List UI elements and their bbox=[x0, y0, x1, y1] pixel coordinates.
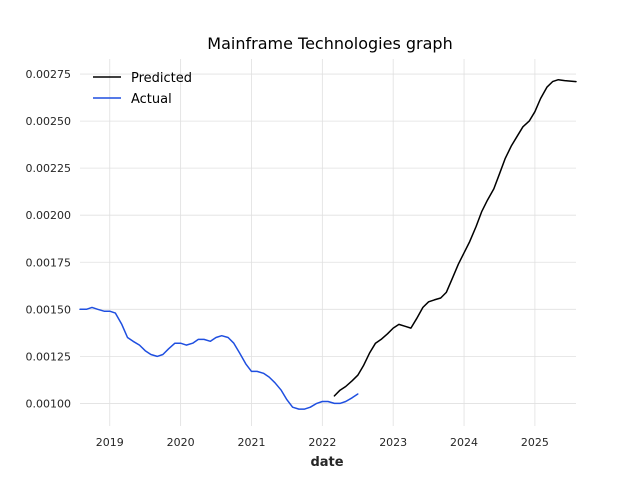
x-tick-label: 2025 bbox=[521, 436, 549, 449]
y-tick-label: 0.00125 bbox=[26, 350, 72, 363]
y-tick-label: 0.00175 bbox=[26, 256, 72, 269]
legend-label-actual: Actual bbox=[131, 92, 172, 107]
y-tick-label: 0.00150 bbox=[26, 303, 72, 316]
y-tick-label: 0.00275 bbox=[26, 68, 72, 81]
x-tick-label: 2022 bbox=[308, 436, 336, 449]
chart-title: Mainframe Technologies graph bbox=[207, 34, 452, 53]
series-line-predicted bbox=[333, 78, 577, 397]
y-axis-ticks: 0.00100 0.00125 0.00150 0.00175 0.00200 0.002… bbox=[26, 68, 72, 410]
y-tick-label: 0.00100 bbox=[26, 397, 72, 410]
grid-lines bbox=[80, 59, 576, 426]
x-tick-label: 2024 bbox=[450, 436, 478, 449]
y-tick-label: 0.00200 bbox=[26, 209, 72, 222]
x-tick-label: 2021 bbox=[237, 436, 265, 449]
x-tick-label: 2020 bbox=[167, 436, 195, 449]
x-tick-label: 2019 bbox=[96, 436, 124, 449]
series-line-actual bbox=[79, 306, 359, 410]
y-tick-label: 0.00250 bbox=[26, 115, 72, 128]
x-axis-ticks: 2019 2020 2021 2022 2023 2024 2025 bbox=[96, 436, 549, 449]
legend-label-predicted: Predicted bbox=[131, 71, 192, 86]
x-axis-label: date bbox=[310, 455, 343, 470]
series-group bbox=[79, 78, 577, 410]
legend: Predicted Actual bbox=[93, 71, 192, 107]
y-tick-label: 0.00225 bbox=[26, 162, 72, 175]
x-tick-label: 2023 bbox=[379, 436, 407, 449]
